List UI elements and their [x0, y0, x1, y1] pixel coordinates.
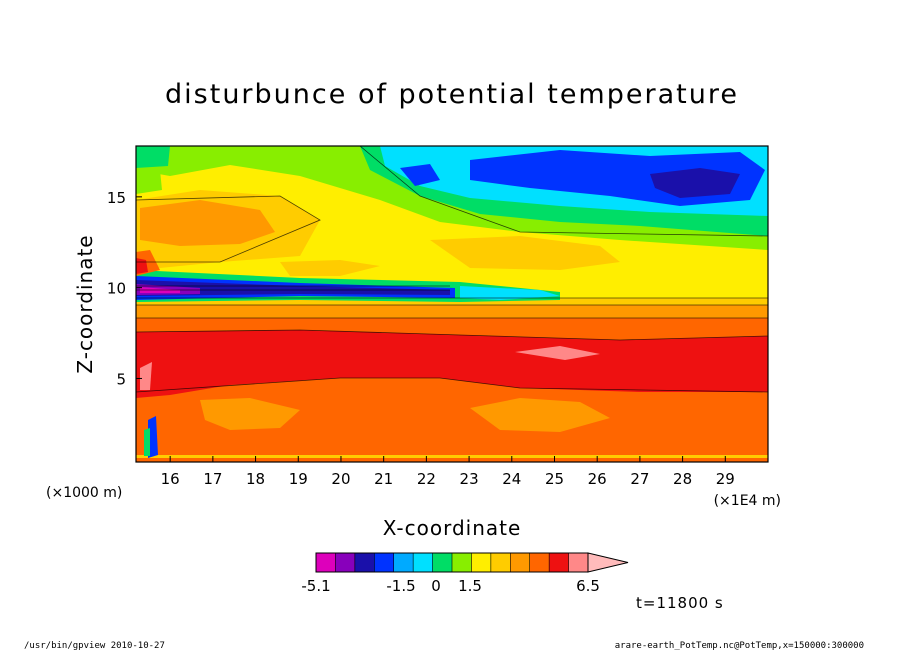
colorbar-swatch [316, 553, 336, 572]
colorbar-extension [587, 552, 629, 573]
colorbar-swatch [432, 553, 453, 572]
y-tick-label: 15 [107, 189, 126, 207]
colorbar-label: -5.1 [301, 577, 330, 595]
chart-title: disturbunce of potential temperature [165, 79, 739, 110]
x-tick-label: 21 [374, 470, 393, 488]
x-tick-label: 18 [246, 470, 265, 488]
plot-frame [135, 145, 769, 463]
colorbar-swatch [335, 553, 356, 572]
warm-blob-right [470, 398, 610, 432]
footer-left: /usr/bin/gpview 2010-10-27 [24, 641, 165, 651]
colorbar-swatch [568, 553, 589, 572]
colorbar-swatch [354, 553, 375, 572]
colorbar-label: 1.5 [458, 577, 482, 595]
x-axis: 16 17 18 19 20 21 22 23 24 25 26 27 28 29 [161, 456, 735, 488]
y-tick-label: 5 [116, 370, 126, 388]
colorbar-label: -1.5 [386, 577, 415, 595]
colorbar-swatch [452, 553, 472, 572]
pink-spot [515, 346, 600, 360]
colorbar-label: 0 [431, 577, 441, 595]
y-axis-label: Z-coordinate [73, 234, 97, 373]
footer-right: arare-earth_PotTemp.nc@PotTemp,x=150000:… [614, 641, 864, 651]
x-tick-label: 16 [161, 470, 180, 488]
x-tick-label: 26 [588, 470, 607, 488]
x-unit-right: (×1E4 m) [714, 493, 781, 509]
x-tick-label: 20 [331, 470, 350, 488]
x-axis-label: X-coordinate [383, 516, 522, 540]
x-tick-label: 24 [502, 470, 521, 488]
colorbar-swatch [529, 553, 550, 572]
strong-warm-region [136, 330, 768, 398]
colorbar-label: 6.5 [576, 577, 600, 595]
colorbar: -5.1 -1.5 0 1.5 6.5 [301, 552, 629, 595]
x-tick-label: 19 [289, 470, 308, 488]
time-label: t=11800 s [636, 594, 724, 612]
x-tick-label: 25 [545, 470, 564, 488]
pink-spot-left [140, 362, 152, 390]
x-tick-label: 22 [417, 470, 436, 488]
warm-blob-left [200, 398, 300, 430]
colorbar-swatch [413, 553, 434, 572]
colorbar-swatch [374, 553, 395, 572]
x-unit-left: (×1000 m) [46, 485, 122, 501]
colorbar-swatch [393, 553, 414, 572]
x-tick-label: 23 [460, 470, 479, 488]
colorbar-swatch [471, 553, 492, 572]
colorbar-swatch [510, 553, 531, 572]
colorbar-swatch [490, 553, 511, 572]
y-tick-label: 10 [107, 280, 126, 298]
x-tick-label: 27 [630, 470, 649, 488]
y-axis: 5 10 15 [107, 189, 142, 388]
plot-area [136, 146, 768, 462]
colorbar-swatch [549, 553, 570, 572]
x-tick-label: 28 [673, 470, 692, 488]
x-tick-label: 29 [716, 470, 735, 488]
x-tick-label: 17 [203, 470, 222, 488]
